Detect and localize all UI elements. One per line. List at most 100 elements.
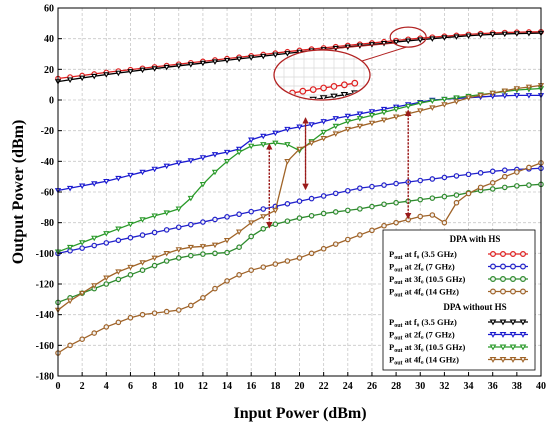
series-layer — [54, 28, 545, 356]
zoom-ellipse — [389, 26, 427, 48]
data-point — [163, 227, 170, 233]
data-point — [139, 311, 146, 318]
data-point — [235, 229, 243, 236]
data-point — [199, 244, 207, 250]
data-point — [465, 171, 472, 178]
legend-swatch-marker — [499, 357, 507, 363]
data-point — [272, 140, 279, 147]
data-point — [260, 142, 267, 148]
data-point — [332, 131, 339, 137]
data-point — [236, 271, 242, 278]
data-point — [332, 190, 339, 197]
legend-entry-label: Pout at 4f₀ (14 GHz) — [389, 355, 459, 367]
inset-data-point — [309, 86, 317, 93]
data-point — [393, 219, 399, 226]
data-point — [513, 93, 520, 99]
data-point — [91, 330, 98, 336]
data-point — [272, 208, 279, 214]
data-point — [235, 149, 243, 156]
data-point — [477, 93, 484, 99]
legend-swatch-marker — [519, 251, 526, 258]
data-point — [175, 63, 182, 70]
data-point — [405, 103, 412, 110]
data-point — [199, 60, 207, 67]
data-point — [151, 66, 158, 72]
legend-entry-label: Pout at 2f₀ (7 GHz) — [389, 330, 455, 342]
data-point — [320, 136, 327, 142]
y-tick-label: -180 — [36, 372, 54, 383]
x-tick-label: 32 — [439, 381, 449, 392]
data-point — [525, 30, 533, 37]
data-point — [380, 106, 388, 113]
y-tick-label: -100 — [36, 249, 54, 260]
data-point — [284, 159, 291, 165]
data-point — [139, 267, 146, 274]
data-point — [332, 123, 339, 130]
y-tick-label: -40 — [41, 157, 54, 168]
legend-entry-label: Pout at f₀ (3.5 GHz) — [389, 249, 457, 261]
data-point — [103, 281, 110, 287]
data-point — [151, 310, 158, 316]
y-tick-label: 60 — [44, 4, 54, 15]
inset-data-point — [341, 81, 348, 89]
data-point — [284, 218, 291, 224]
data-point — [465, 95, 472, 101]
legend-entry-label: Pout at 2f₀ (7 GHz) — [389, 262, 455, 274]
x-tick-label: 28 — [391, 381, 401, 392]
data-point — [284, 142, 291, 148]
data-point — [66, 298, 74, 305]
legend-swatch-marker — [490, 288, 497, 295]
y-tick-label: -120 — [36, 280, 54, 291]
y-tick-label: 0 — [49, 96, 54, 107]
data-point — [115, 70, 122, 77]
data-point — [79, 240, 86, 246]
data-point — [381, 201, 387, 208]
data-point — [284, 126, 291, 133]
data-point — [163, 251, 170, 257]
legend-swatch-marker — [489, 332, 497, 338]
data-point — [163, 308, 170, 315]
y-axis-title: Output Power (dBm) — [10, 120, 27, 265]
data-point — [211, 169, 219, 176]
data-point — [344, 113, 351, 120]
data-point — [357, 185, 363, 191]
data-point — [344, 187, 351, 194]
data-point — [151, 262, 158, 269]
series-6 — [54, 93, 545, 194]
data-point — [441, 102, 448, 108]
data-point — [175, 160, 182, 167]
data-point — [115, 269, 122, 275]
data-point — [417, 213, 424, 220]
data-point — [188, 221, 194, 228]
zoom-inset-ellipse — [273, 49, 371, 101]
legend-swatch-marker — [489, 344, 497, 351]
data-point — [380, 109, 388, 116]
y-tick-label: 20 — [44, 65, 54, 76]
data-point — [127, 221, 134, 228]
data-point — [211, 152, 219, 158]
data-point — [453, 199, 460, 206]
data-point — [175, 224, 182, 231]
data-point — [392, 114, 400, 121]
data-point — [308, 140, 315, 147]
data-point — [139, 67, 146, 74]
data-point — [272, 261, 279, 267]
legend-swatch-marker — [509, 332, 517, 338]
x-tick-label: 2 — [80, 381, 85, 392]
data-point — [489, 168, 496, 175]
data-point — [320, 193, 327, 199]
data-point — [248, 267, 255, 274]
data-point — [441, 193, 448, 200]
data-point — [115, 226, 122, 232]
data-point — [393, 180, 399, 187]
legend-entry-label: Pout at 3f₀ (10.5 GHz) — [389, 274, 465, 286]
data-point — [223, 149, 231, 156]
legend-swatch-marker — [500, 276, 507, 283]
data-point — [224, 278, 230, 284]
data-point — [248, 233, 255, 240]
data-point — [199, 182, 207, 188]
data-point — [501, 184, 508, 191]
data-point — [417, 108, 424, 114]
legend-entry-label: Pout at 4f₀ (14 GHz) — [389, 287, 459, 299]
data-point — [296, 215, 303, 221]
